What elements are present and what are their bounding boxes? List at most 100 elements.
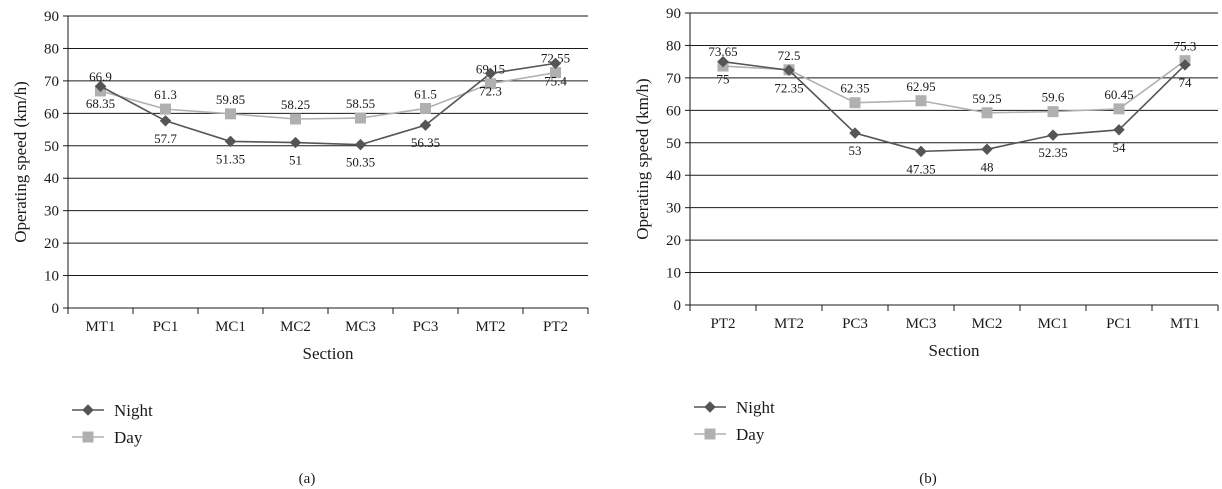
x-tick-label: PC1 xyxy=(1106,316,1132,332)
data-point-night xyxy=(1179,59,1191,71)
data-point-night xyxy=(224,135,237,148)
x-tick-label: MC2 xyxy=(280,319,311,335)
legend: Night Day xyxy=(694,398,775,444)
data-point-night xyxy=(484,67,497,80)
x-tick-label: MC1 xyxy=(1038,316,1069,332)
y-tick-label: 0 xyxy=(52,301,60,317)
data-label-night: 51.35 xyxy=(216,151,245,166)
x-axis-title: Section xyxy=(303,344,354,363)
x-tick-label: MT2 xyxy=(774,316,804,332)
data-point-night xyxy=(94,80,107,92)
data-label-night: 47.35 xyxy=(906,161,935,176)
data-label-night: 57.7 xyxy=(154,131,177,146)
series-line-night xyxy=(722,60,1186,153)
chart-caption: (a) xyxy=(299,471,316,487)
x-axis-title: Section xyxy=(929,341,980,360)
y-tick-label: 20 xyxy=(666,233,681,249)
data-label-night: 52.35 xyxy=(1038,145,1067,160)
y-tick-label: 40 xyxy=(666,168,681,184)
legend-marker-night xyxy=(704,401,716,413)
y-tick-label: 20 xyxy=(44,236,59,252)
y-tick-label: 50 xyxy=(666,136,681,152)
series-line-day xyxy=(100,71,556,120)
legend: Night Day xyxy=(72,401,153,447)
data-point-night xyxy=(849,127,861,139)
data-label-night: 54 xyxy=(1113,140,1127,155)
data-label-night: 53 xyxy=(849,143,862,158)
x-tick-label: MC2 xyxy=(972,316,1003,332)
data-label-day: 66.9 xyxy=(89,69,112,84)
legend-marker-day xyxy=(704,428,716,440)
data-point-night xyxy=(419,119,432,131)
series-line-day xyxy=(722,60,1186,114)
data-point-night xyxy=(1047,129,1059,141)
data-point-day xyxy=(420,102,431,114)
data-label-day: 72.5 xyxy=(778,48,801,63)
data-label-night: 51 xyxy=(289,153,302,168)
legend-label-day: Day xyxy=(114,428,143,447)
data-label-night: 56.35 xyxy=(411,135,440,150)
x-tick-label: PC3 xyxy=(842,316,868,332)
data-label-night: 72.35 xyxy=(774,80,803,95)
data-point-day xyxy=(981,107,993,119)
legend-marker-night xyxy=(82,404,94,416)
data-point-night xyxy=(549,57,562,70)
data-point-night xyxy=(1113,124,1125,136)
series-day: 73.65 72.5 62.35 62.95 59.25 59.6 60.45 75.3 xyxy=(708,39,1196,119)
y-tick-label: 0 xyxy=(674,298,682,314)
data-point-day xyxy=(915,95,927,107)
data-point-night xyxy=(289,136,302,149)
data-point-night xyxy=(915,145,927,158)
legend-marker-day xyxy=(82,431,94,443)
x-tick-label: PT2 xyxy=(710,316,735,332)
x-tick-label: MC1 xyxy=(215,319,246,335)
data-label-day: 62.95 xyxy=(906,79,935,94)
y-tick-label: 50 xyxy=(44,139,59,155)
legend-label-day: Day xyxy=(736,425,765,444)
x-tick-label: MT1 xyxy=(86,319,116,335)
x-tick-label: PC3 xyxy=(413,319,439,335)
y-tick-label: 30 xyxy=(44,204,59,220)
data-label-day: 59.85 xyxy=(216,92,245,107)
y-tick-label: 40 xyxy=(44,171,59,187)
data-label-day: 58.55 xyxy=(346,96,375,111)
data-label-night: 75 xyxy=(717,72,730,87)
data-point-day xyxy=(160,103,171,115)
data-label-day: 73.65 xyxy=(708,44,737,59)
data-label-night: 74 xyxy=(1179,75,1193,90)
data-point-night xyxy=(159,115,172,127)
data-label-day: 61.5 xyxy=(414,86,437,101)
x-tick-label: MT2 xyxy=(476,319,506,335)
data-label-night: 48 xyxy=(981,159,994,174)
x-tick-label: MC3 xyxy=(906,316,937,332)
data-label-day: 58.25 xyxy=(281,97,310,112)
legend-label-night: Night xyxy=(114,401,153,420)
data-point-night xyxy=(783,64,795,76)
y-tick-label: 90 xyxy=(666,6,681,22)
chart-caption: (b) xyxy=(919,471,937,487)
y-tick-label: 10 xyxy=(44,269,59,285)
chart-b: 0 10 20 30 40 50 60 70 80 90 PT2 MT2 PC3 MC3 MC2 MC1 PC1… xyxy=(633,6,1219,487)
y-tick-label: 10 xyxy=(666,266,681,282)
x-tick-label: MC3 xyxy=(345,319,376,335)
y-tick-label: 60 xyxy=(44,106,59,122)
chart-a: 0 10 20 30 40 50 60 70 80 90 MT1 PC1 MC1 MC2 MC3 PC3 MT2… xyxy=(11,9,589,487)
data-point-day xyxy=(1113,103,1125,115)
data-point-night xyxy=(717,55,729,68)
series-line-night xyxy=(100,62,556,146)
y-tick-label: 90 xyxy=(44,9,59,25)
data-label-day: 61.3 xyxy=(154,87,177,102)
data-label-day: 59.6 xyxy=(1042,90,1065,105)
data-point-night xyxy=(981,143,993,155)
data-label-night: 75.4 xyxy=(544,73,567,88)
y-tick-label: 70 xyxy=(44,74,59,90)
data-point-day xyxy=(290,113,301,125)
x-tick-label: MT1 xyxy=(1170,316,1200,332)
y-tick-label: 60 xyxy=(666,103,681,119)
series-night: 75 72.35 53 47.35 48 52.35 54 74 xyxy=(717,55,1193,176)
data-label-day: 59.25 xyxy=(972,91,1001,106)
y-tick-label: 30 xyxy=(666,201,681,217)
y-axis-title: Operating speed (km/h) xyxy=(633,78,652,239)
data-point-day xyxy=(849,97,861,109)
